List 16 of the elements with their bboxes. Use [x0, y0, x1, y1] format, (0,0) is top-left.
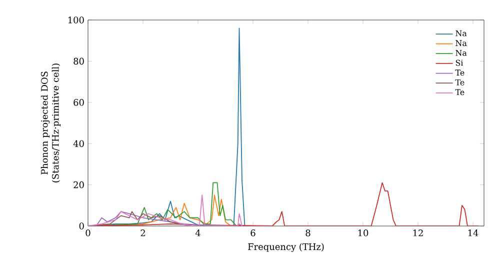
- x-tick-label: 6: [250, 230, 256, 236]
- y-tick-label: 20: [74, 181, 84, 188]
- y-tick-label: 60: [74, 99, 84, 106]
- y-tick-label: 100: [68, 16, 84, 24]
- x-tick-label: 4: [195, 230, 200, 236]
- x-tick-label: 14: [468, 230, 478, 236]
- y-tick-label: 80: [74, 58, 84, 65]
- x-tick-label: 2: [140, 230, 145, 236]
- y-tick-label: 0: [79, 222, 84, 230]
- x-tick-label: 12: [413, 230, 423, 236]
- x-tick-label: 0: [86, 230, 90, 236]
- y-axis-title: Phonon projected DOS (States/THz·primitive cell): [40, 64, 61, 182]
- y-tick-label: 40: [73, 140, 84, 147]
- x-axis-title: Frequency (THz): [248, 243, 324, 252]
- x-tick-label: 10: [358, 230, 368, 236]
- x-tick-label: 8: [306, 230, 310, 236]
